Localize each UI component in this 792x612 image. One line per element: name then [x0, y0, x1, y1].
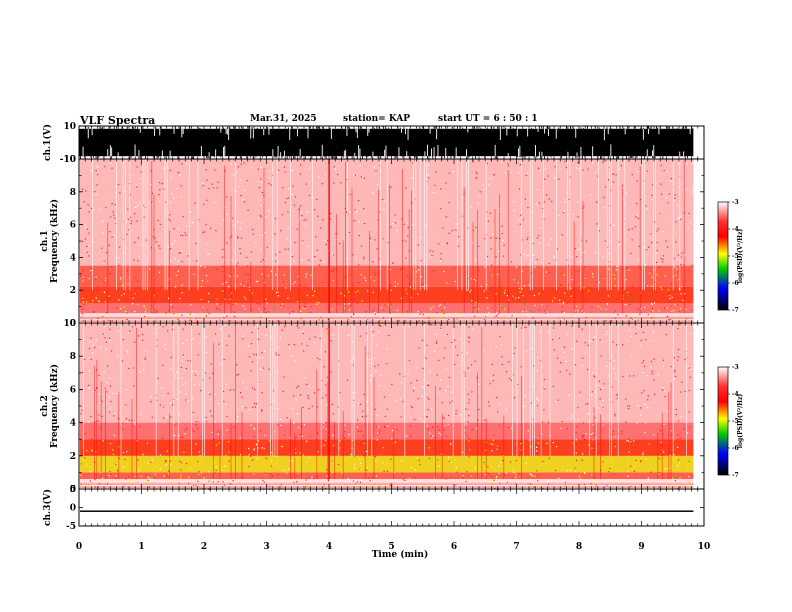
- ch3-waveform-band: [80, 510, 694, 512]
- colorbar-2-tick: -3: [732, 364, 739, 371]
- ch1-spectrogram-band-1: [80, 303, 694, 314]
- panel2-ytick: 8: [70, 188, 76, 198]
- panel2-ytick: 6: [70, 221, 76, 231]
- x-tick-label: 8: [576, 542, 582, 552]
- panel4-ylabel: ch.3(V): [42, 489, 53, 526]
- ch2-spectrogram-spheric: [328, 323, 330, 480]
- x-tick-label: 10: [698, 542, 711, 552]
- panel3-ytick: 10: [63, 319, 76, 329]
- colorbar-2-tick: -7: [732, 472, 739, 479]
- x-tick-label: 9: [638, 542, 644, 552]
- ch2-spectrogram-band-3: [80, 439, 694, 456]
- x-tick-label: 2: [201, 542, 207, 552]
- panel3-ylabel: ch.2: [40, 395, 50, 416]
- panel3-ytick: 6: [70, 385, 76, 395]
- chart-title: VLF Spectra: [80, 114, 156, 127]
- panel4-ytick: 0: [70, 504, 76, 514]
- x-tick-label: 7: [513, 542, 519, 552]
- panel3-ytick: 2: [70, 452, 76, 462]
- panel4-ytick: 5: [70, 485, 76, 495]
- colorbar-2-tick: -5: [732, 418, 739, 425]
- ch1-spectrogram-band-4: [80, 159, 694, 266]
- x-tick-label: 0: [76, 542, 82, 552]
- colorbar-1-label: log(PSD)(V²/Hz): [737, 229, 744, 284]
- ch2-spectrogram-band-2: [80, 455, 694, 473]
- ch2-spectrogram-band-1: [80, 472, 694, 480]
- start-time-label: start UT = 6 : 50 : 1: [438, 114, 538, 124]
- colorbar-1-tick: -4: [732, 226, 739, 233]
- colorbar-2-label: log(PSD)(V²/Hz): [737, 394, 744, 449]
- date-label: Mar.31, 2025: [250, 114, 317, 124]
- colorbar-2-tick: -6: [732, 445, 739, 452]
- ch2-spectrogram-band-4: [80, 422, 694, 440]
- panel2-ytick: 10: [63, 155, 76, 165]
- ch1-spectrogram-band-3: [80, 265, 694, 287]
- panel2-ytick: 0: [70, 319, 76, 329]
- x-tick-label: 4: [326, 542, 332, 552]
- colorbar-2: [717, 366, 729, 476]
- ch1-spectrogram-spheric: [328, 159, 330, 314]
- panel2-ylabel: ch.1: [40, 230, 50, 251]
- panel1-ylabel: ch.1(V): [42, 124, 53, 161]
- ch2-spectrogram-band-5: [80, 323, 694, 423]
- panel2-ytick: 4: [70, 253, 76, 263]
- ch1-spectrogram-image: [80, 159, 695, 325]
- panel1-ytick: -10: [60, 155, 76, 165]
- panel3-ytick: 8: [70, 352, 76, 362]
- panel2-ytick: 2: [70, 286, 76, 296]
- colorbar-2-tick: -4: [732, 391, 739, 398]
- x-tick-label: 5: [388, 542, 394, 552]
- colorbar-1-tick: -3: [732, 199, 739, 206]
- ch1-spectrogram-band-2: [80, 286, 694, 304]
- x-tick-label: 6: [451, 542, 457, 552]
- x-axis-label: Time (min): [372, 549, 429, 560]
- panel-frame-4: [78, 488, 705, 527]
- station-label: station= KAP: [343, 114, 411, 124]
- colorbar-1-tick: -5: [732, 253, 739, 260]
- panel1-ytick: 10: [63, 122, 76, 132]
- panel2-ylabel: Frequency (kHz): [49, 199, 60, 283]
- ch2-spectrogram-image: [80, 323, 695, 491]
- panel4-ytick: -5: [66, 522, 76, 532]
- panel3-ylabel: Frequency (kHz): [49, 364, 60, 448]
- x-tick-label: 3: [263, 542, 269, 552]
- colorbar-1-tick: -6: [732, 280, 739, 287]
- panel3-ytick: 0: [70, 485, 76, 495]
- colorbar-1: [717, 201, 729, 311]
- panel3-ytick: 4: [70, 419, 76, 429]
- x-tick-label: 1: [138, 542, 144, 552]
- colorbar-1-tick: -7: [732, 307, 739, 314]
